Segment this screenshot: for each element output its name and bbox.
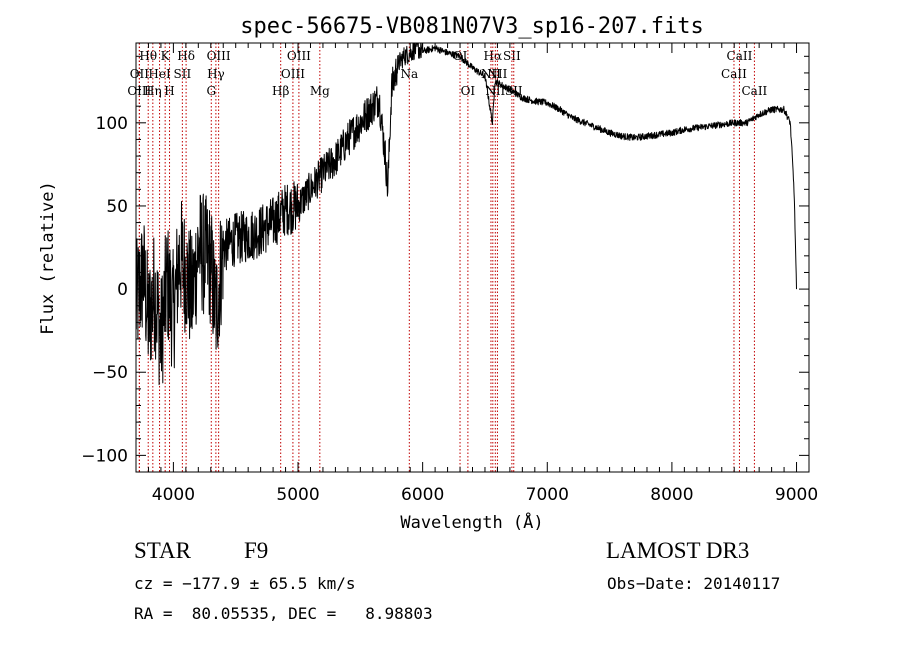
object-class: STAR bbox=[134, 538, 191, 563]
spectral-line-label: CaII bbox=[727, 49, 753, 63]
spectral-line-label: OI bbox=[461, 84, 476, 98]
spectral-line-label: NII bbox=[487, 67, 507, 81]
x-tick-label: 9000 bbox=[775, 485, 818, 505]
spectral-line-label: Mg bbox=[310, 84, 330, 98]
spectral-line-label: SII bbox=[503, 49, 521, 63]
spectral-line-label: SII bbox=[174, 67, 192, 81]
x-tick-label: 7000 bbox=[526, 485, 569, 505]
y-tick-label: 0 bbox=[117, 280, 128, 300]
x-tick-label: 8000 bbox=[650, 485, 693, 505]
spectral-line-label: Hβ bbox=[272, 84, 289, 98]
ra-dec: RA = 80.05535, DEC = 8.98803 bbox=[134, 604, 433, 623]
spectral-line-label: Hγ bbox=[207, 67, 225, 81]
y-tick-label: 50 bbox=[106, 197, 128, 217]
plot-frame bbox=[135, 42, 810, 473]
survey-name: LAMOST DR3 bbox=[606, 538, 750, 563]
y-axis-label: Flux (relative) bbox=[38, 181, 58, 335]
spectral-line-label: NII bbox=[481, 67, 501, 81]
x-axis-label: Wavelength (Å) bbox=[400, 511, 543, 533]
x-tick-label: 6000 bbox=[401, 485, 444, 505]
spectral-line-label: Hα bbox=[484, 49, 503, 63]
spectral-line-label: CaII bbox=[741, 84, 767, 98]
y-tick-label: −100 bbox=[81, 446, 128, 466]
spectral-line-label: Hδ bbox=[177, 49, 195, 63]
spectral-line-label: G bbox=[206, 84, 216, 98]
spectral-line-label: Na bbox=[400, 67, 418, 81]
spectrum-series-line bbox=[135, 42, 797, 386]
x-tick-label: 5000 bbox=[276, 485, 319, 505]
y-tick-label: −50 bbox=[92, 363, 128, 383]
spectral-line-label: OII bbox=[130, 67, 150, 81]
spectral-line-label: OIII bbox=[281, 67, 305, 81]
spectral-line-label: OIII bbox=[127, 84, 151, 98]
y-tick-label: 100 bbox=[96, 114, 128, 134]
series-layer bbox=[135, 42, 797, 386]
chart-title: spec-56675-VB081N07V3_sp16-207.fits bbox=[240, 14, 704, 39]
observation-date: Obs−Date: 20140117 bbox=[607, 574, 781, 593]
spectral-line-label: HeI bbox=[148, 67, 171, 81]
redshift-cz: cz = −177.9 ± 65.5 km/s bbox=[134, 574, 356, 593]
spectral-line-label: Hθ bbox=[139, 49, 157, 63]
ticks-layer: 4000 5000 6000 7000 8000 9000 −100 −50 0 50 100 bbox=[81, 43, 818, 505]
spectral-line-label: K bbox=[161, 49, 171, 63]
spectral-line-label: CaII bbox=[721, 67, 747, 81]
object-subclass: F9 bbox=[244, 538, 269, 563]
spectral-line-label: OIII bbox=[207, 49, 231, 63]
spectral-line-label: Hη bbox=[144, 84, 162, 98]
spectral-line-label: H bbox=[164, 84, 174, 98]
x-tick-label: 4000 bbox=[152, 485, 195, 505]
spectral-line-label: OIII bbox=[287, 49, 311, 63]
